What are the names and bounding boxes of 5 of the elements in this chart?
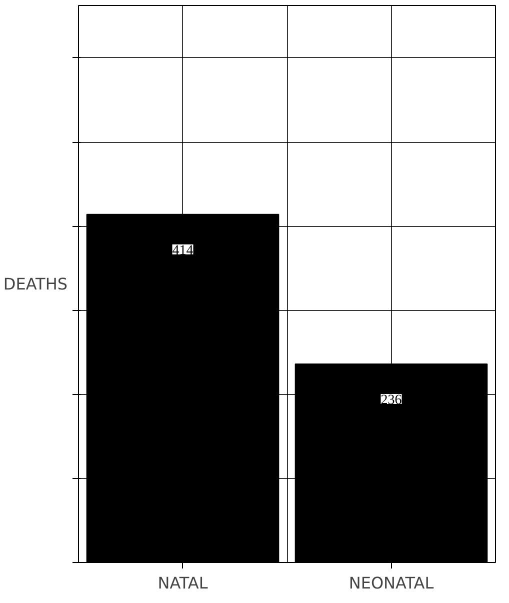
y-axis-title: DEATHS bbox=[3, 274, 68, 294]
x-tick-label: NEONATAL bbox=[348, 574, 434, 592]
data-label: 236 bbox=[380, 393, 402, 408]
data-label: 414 bbox=[172, 243, 194, 258]
x-tick-label: NATAL bbox=[158, 574, 208, 592]
